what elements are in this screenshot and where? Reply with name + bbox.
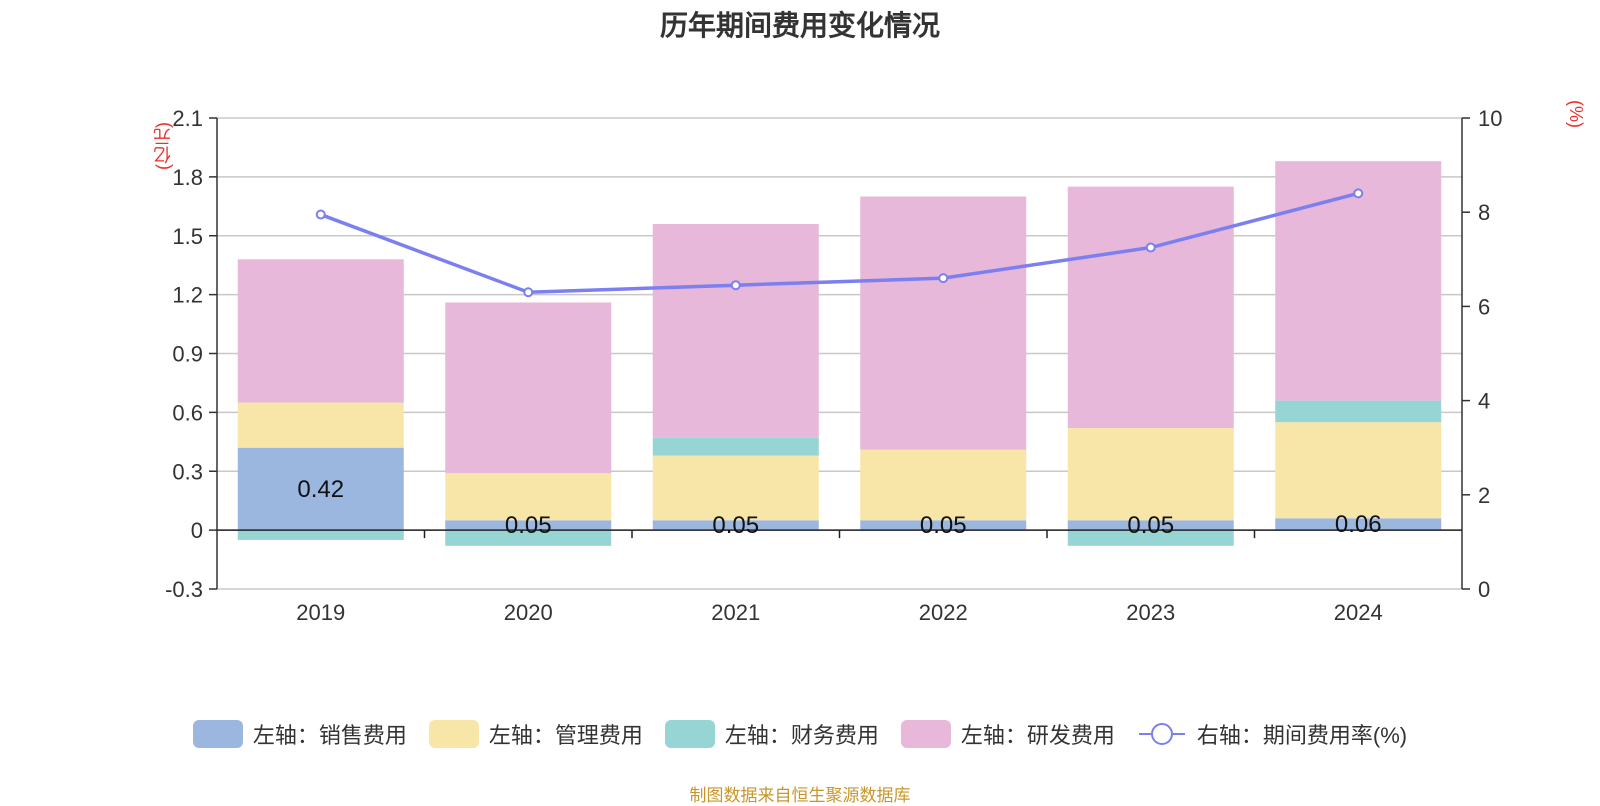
x-axis-label-2022: 2022 bbox=[919, 600, 968, 625]
left-axis-tick-label: 0 bbox=[191, 518, 203, 543]
legend-label-expense-rate: 右轴：期间费用率(%) bbox=[1196, 723, 1408, 748]
legend: 左轴：销售费用 左轴：管理费用 左轴：财务费用 左轴：研发费用 右轴：期间费用率… bbox=[0, 718, 1600, 750]
data-label-sales-2019: 0.42 bbox=[297, 476, 344, 503]
bar-segment-2019-0 bbox=[237, 447, 404, 531]
bar-segment-2020-1 bbox=[445, 473, 612, 521]
data-label-sales-2021: 0.05 bbox=[712, 512, 759, 539]
legend-item-admin[interactable]: 左轴：管理费用 bbox=[428, 718, 643, 750]
legend-item-rd[interactable]: 左轴：研发费用 bbox=[900, 718, 1115, 750]
bar-segment-2023-0 bbox=[1067, 520, 1234, 531]
bar-segment-2021-1 bbox=[652, 455, 819, 521]
bar-segment-2024-0 bbox=[1275, 518, 1442, 531]
expense-rate-point-2020 bbox=[523, 287, 534, 298]
legend-item-sales[interactable]: 左轴：销售费用 bbox=[192, 718, 407, 750]
bar-segment-2022-3 bbox=[860, 196, 1027, 450]
legend-label-rd: 左轴：研发费用 bbox=[960, 723, 1115, 748]
x-axis-label-2023: 2023 bbox=[1126, 600, 1175, 625]
right-axis-tick-label: 4 bbox=[1478, 389, 1490, 414]
data-label-sales-2023: 0.05 bbox=[1127, 512, 1174, 539]
right-axis-tick-label: 10 bbox=[1478, 106, 1502, 131]
expense-rate-point-2021 bbox=[730, 280, 741, 291]
left-axis-tick-label: 2.1 bbox=[172, 106, 203, 131]
bar-segment-2023-3 bbox=[1067, 186, 1234, 429]
bar-segment-2021-2 bbox=[652, 437, 819, 456]
right-axis-tick-label: 0 bbox=[1478, 577, 1490, 602]
data-label-sales-2020: 0.05 bbox=[505, 512, 552, 539]
x-axis-label-2021: 2021 bbox=[711, 600, 760, 625]
bar-segment-2020-0 bbox=[445, 520, 612, 531]
expense-rate-point-2019 bbox=[315, 209, 326, 220]
legend-label-sales: 左轴：销售费用 bbox=[252, 723, 407, 748]
bar-segment-2022-0 bbox=[860, 520, 1027, 531]
left-axis-tick-label: 0.6 bbox=[172, 400, 203, 425]
bar-segment-2023-1 bbox=[1067, 428, 1234, 521]
bar-segment-2024-3 bbox=[1275, 161, 1442, 401]
legend-label-finance: 左轴：财务费用 bbox=[724, 723, 879, 748]
expense-rate-point-2024 bbox=[1353, 188, 1364, 199]
left-axis-tick-label: 1.2 bbox=[172, 283, 203, 308]
bar-segment-2023-2 bbox=[1067, 530, 1234, 546]
right-axis-tick-label: 2 bbox=[1478, 483, 1490, 508]
bar-segment-2021-0 bbox=[652, 520, 819, 531]
legend-label-admin: 左轴：管理费用 bbox=[488, 723, 643, 748]
right-axis-unit: (%) bbox=[1566, 100, 1586, 128]
left-axis-tick-label: -0.3 bbox=[165, 577, 203, 602]
bar-segment-2019-3 bbox=[237, 259, 404, 403]
source-note: 制图数据来自恒生聚源数据库 bbox=[689, 786, 911, 805]
chart-title: 历年期间费用变化情况 bbox=[659, 9, 940, 42]
bar-segment-2019-1 bbox=[237, 402, 404, 448]
legend-item-finance[interactable]: 左轴：财务费用 bbox=[664, 718, 879, 750]
left-axis-tick-label: 1.8 bbox=[172, 165, 203, 190]
right-axis-tick-label: 6 bbox=[1478, 294, 1490, 319]
legend-line-marker-icon bbox=[1138, 723, 1185, 745]
left-axis-tick-label: 1.5 bbox=[172, 224, 203, 249]
legend-swatch-rd bbox=[900, 720, 951, 748]
expense-rate-point-2022 bbox=[938, 273, 949, 284]
bar-segment-2019-2 bbox=[237, 530, 404, 540]
x-axis-label-2024: 2024 bbox=[1334, 600, 1383, 625]
bar-segment-2020-3 bbox=[445, 302, 612, 474]
legend-swatch-admin bbox=[428, 720, 479, 748]
bar-segment-2021-3 bbox=[652, 223, 819, 438]
expense-rate-point-2023 bbox=[1145, 242, 1156, 253]
left-axis-tick-label: 0.9 bbox=[172, 342, 203, 367]
legend-item-expense-rate[interactable]: 右轴：期间费用率(%) bbox=[1137, 718, 1407, 750]
expense-rate-line bbox=[320, 191, 1359, 295]
right-axis-tick-label: 8 bbox=[1478, 200, 1490, 225]
bar-segment-2022-1 bbox=[860, 449, 1027, 521]
bar-segment-2024-2 bbox=[1275, 400, 1442, 423]
bar-segment-2024-1 bbox=[1275, 422, 1442, 519]
legend-swatch-sales bbox=[192, 720, 243, 748]
data-label-sales-2024: 0.06 bbox=[1335, 511, 1382, 538]
data-label-sales-2022: 0.05 bbox=[920, 512, 967, 539]
x-axis-label-2019: 2019 bbox=[296, 600, 345, 625]
left-axis-tick-label: 0.3 bbox=[172, 459, 203, 484]
legend-swatch-finance bbox=[664, 720, 715, 748]
x-axis-label-2020: 2020 bbox=[504, 600, 553, 625]
bar-segment-2020-2 bbox=[445, 530, 612, 546]
